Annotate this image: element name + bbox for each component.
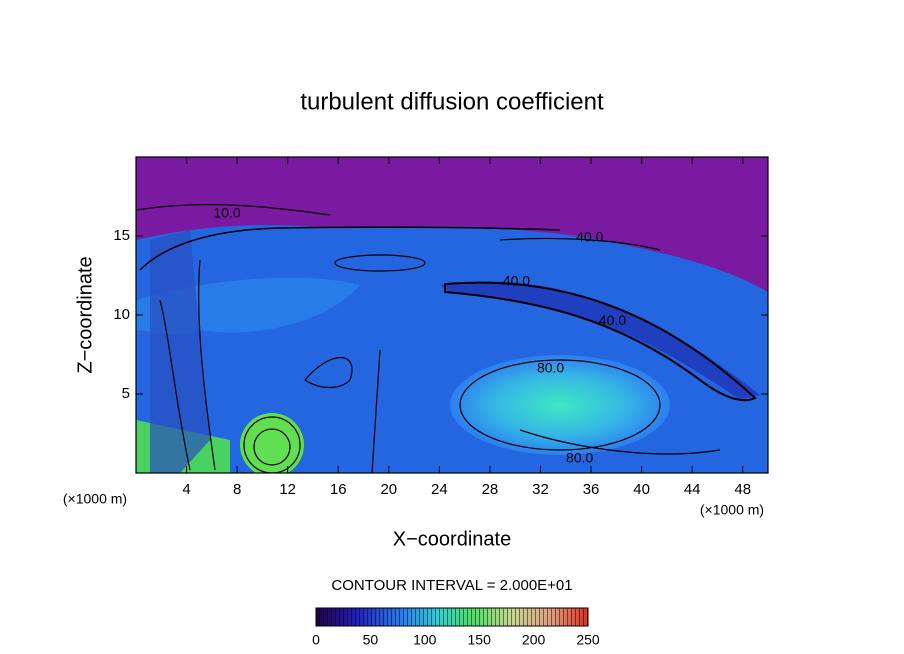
x-tick-label: 4 bbox=[182, 481, 190, 498]
y-unit-label: (×1000 m) bbox=[63, 491, 127, 507]
x-tick-label: 16 bbox=[330, 481, 347, 498]
colorbar-frame bbox=[315, 607, 589, 627]
x-tick-label: 28 bbox=[482, 481, 499, 498]
contour-field bbox=[136, 157, 768, 473]
x-tick-label: 44 bbox=[684, 481, 701, 498]
chart-title: turbulent diffusion coefficient bbox=[300, 88, 604, 115]
contour-label: 40.0 bbox=[576, 228, 603, 244]
x-axis-label: X−coordinate bbox=[393, 528, 511, 550]
y-axis-label: Z−coordinate bbox=[74, 256, 96, 373]
x-tick-label: 36 bbox=[583, 481, 600, 498]
contour-label: 80.0 bbox=[566, 449, 593, 465]
colorbar-tick-label: 100 bbox=[413, 632, 437, 648]
colorbar-tick-label: 250 bbox=[576, 632, 600, 648]
y-tick-label: 10 bbox=[113, 306, 130, 323]
contour-interval: CONTOUR INTERVAL = 2.000E+01 bbox=[331, 577, 572, 594]
contour-label: 40.0 bbox=[503, 273, 530, 289]
x-tick-label: 40 bbox=[633, 481, 650, 498]
x-tick-label: 24 bbox=[431, 481, 448, 498]
x-tick-label: 8 bbox=[233, 481, 241, 498]
colorbar-tick-label: 150 bbox=[468, 632, 492, 648]
contour-label: 40.0 bbox=[599, 312, 626, 328]
y-tick-label: 5 bbox=[122, 385, 130, 402]
colorbar-tick-label: 200 bbox=[522, 632, 546, 648]
x-tick-label: 48 bbox=[734, 481, 751, 498]
y-tick-label: 15 bbox=[113, 227, 130, 244]
x-tick-label: 32 bbox=[532, 481, 549, 498]
contour-label: 10.0 bbox=[213, 205, 240, 221]
x-tick-label: 12 bbox=[279, 481, 296, 498]
x-tick-label: 20 bbox=[380, 481, 397, 498]
x-unit-label: (×1000 m) bbox=[700, 502, 764, 518]
colorbar-tick-label: 50 bbox=[363, 632, 379, 648]
colorbar-tick-label: 0 bbox=[312, 632, 320, 648]
contour-label: 80.0 bbox=[537, 359, 564, 375]
